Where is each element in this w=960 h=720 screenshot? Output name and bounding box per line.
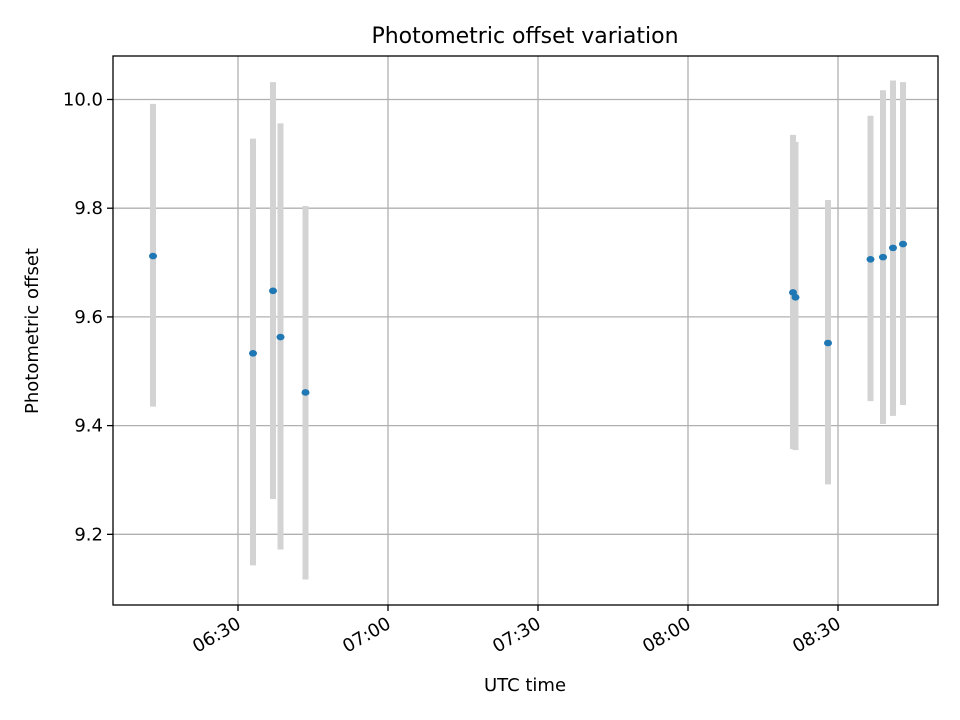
data-point bbox=[889, 244, 897, 252]
y-axis-label: Photometric offset bbox=[22, 248, 43, 414]
y-tick-label: 9.4 bbox=[74, 416, 103, 437]
data-point bbox=[301, 389, 310, 396]
data-point bbox=[276, 333, 285, 341]
data-point bbox=[899, 240, 907, 248]
chart-title: Photometric offset variation bbox=[371, 24, 678, 49]
data-point bbox=[824, 339, 832, 347]
y-tick-label: 10.0 bbox=[63, 89, 103, 110]
plot-frame bbox=[112, 55, 939, 606]
data-point bbox=[149, 252, 157, 260]
data-point bbox=[269, 287, 277, 295]
data-point bbox=[866, 255, 875, 263]
y-ticks: 9.2 9.4 9.6 9.8 10.0 bbox=[63, 89, 113, 545]
data-point bbox=[791, 294, 800, 301]
data-points bbox=[149, 240, 907, 396]
y-tick-label: 9.8 bbox=[74, 198, 103, 219]
x-axis-label: UTC time bbox=[484, 675, 566, 696]
y-tick-label: 9.6 bbox=[74, 307, 103, 328]
y-tick-label: 9.2 bbox=[74, 524, 103, 545]
data-point bbox=[879, 253, 887, 261]
data-point bbox=[249, 350, 257, 357]
